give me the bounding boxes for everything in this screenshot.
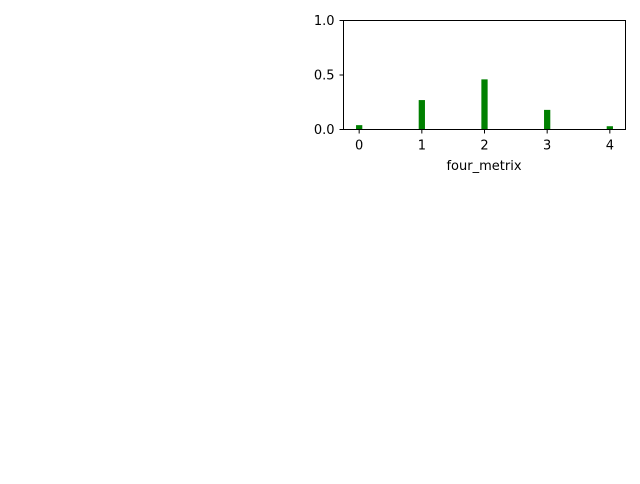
- y-tick-label: 0.5: [314, 69, 335, 84]
- bar-1: [418, 100, 425, 130]
- x-tick-label: 2: [480, 139, 488, 154]
- bar-3: [544, 109, 551, 130]
- y-axis-ticks: 0.0 0.5 1.0: [314, 14, 344, 138]
- bar-0: [356, 125, 363, 130]
- x-tick-label: 3: [543, 139, 551, 154]
- x-tick-label: 1: [418, 139, 426, 154]
- x-axis-label: four_metrix: [446, 159, 521, 174]
- x-tick-label: 0: [355, 139, 363, 154]
- y-tick-label: 1.0: [314, 14, 335, 29]
- bar-2: [481, 79, 488, 130]
- y-tick-label: 0.0: [314, 123, 335, 138]
- x-axis-ticks: 0 1 2 3 4: [355, 129, 614, 154]
- bars-group: [356, 79, 613, 130]
- x-tick-label: 4: [606, 139, 614, 154]
- bar-4: [606, 126, 613, 130]
